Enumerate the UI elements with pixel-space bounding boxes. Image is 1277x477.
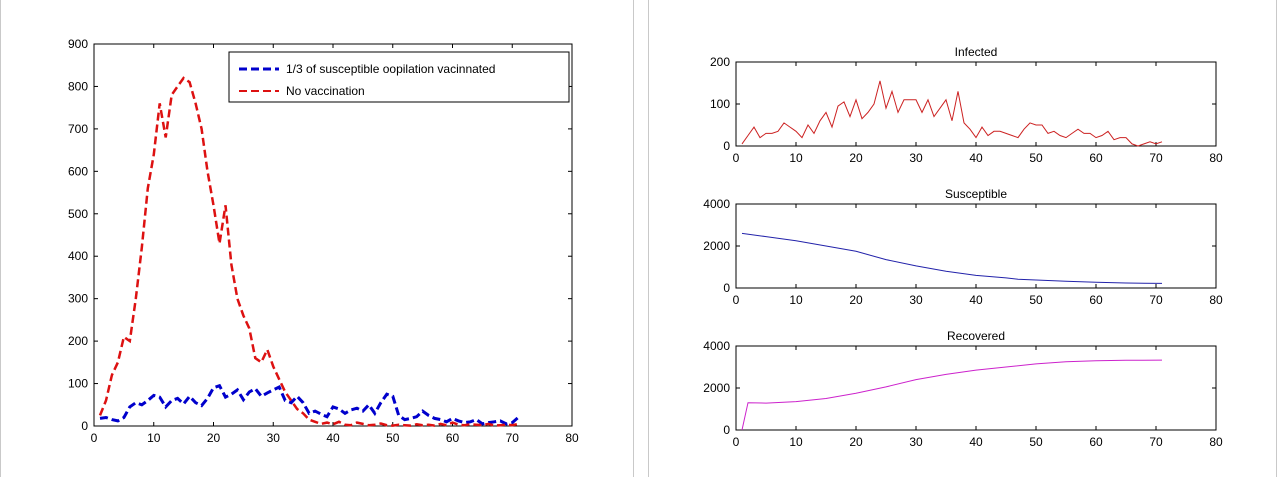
plot-frame	[735, 203, 1217, 289]
y-tick-label: 100	[68, 377, 88, 391]
right-chart-panel: 0 10 20 30 40 50 60 70 80 0 100 200 Infected 0 10 20 30 4…	[648, 0, 1277, 477]
y-tick-label: 300	[68, 292, 88, 306]
x-tick-label: 70	[506, 431, 520, 445]
panel-gap	[634, 0, 648, 477]
x-tick-label: 0	[733, 435, 740, 449]
plot-1: 0 10 20 30 40 50 60 70 80 0 100 200 Infected	[710, 45, 1223, 165]
x-tick-label: 0	[733, 151, 740, 165]
x-tick-label: 20	[207, 431, 221, 445]
legend-label: 1/3 of susceptible oopilation vacinnated	[286, 62, 495, 76]
plot-2: 0 10 20 30 40 50 60 70 80 0 2000 4000 Susceptible	[703, 187, 1223, 307]
x-tick-label: 20	[849, 151, 863, 165]
x-tick-label: 30	[909, 435, 923, 449]
plot-title: Infected	[955, 45, 998, 59]
y-tick-label: 500	[68, 207, 88, 221]
left-chart-panel: 0 10 20 30 40 50 60 70 80 0 100 200 300 400 500 600 700 8…	[0, 0, 634, 477]
x-tick-label: 40	[969, 435, 983, 449]
x-tick-label: 80	[1209, 151, 1223, 165]
y-tick-label: 900	[68, 37, 88, 51]
x-tick-label: 40	[969, 151, 983, 165]
plot-3: 0 10 20 30 40 50 60 70 80 0 2000 4000 Recovered	[703, 329, 1223, 449]
y-tick-label: 0	[81, 419, 88, 433]
x-tick-label: 40	[326, 431, 340, 445]
y-tick-label: 700	[68, 122, 88, 136]
x-tick-label: 10	[147, 431, 161, 445]
y-tick-label: 0	[723, 281, 730, 295]
legend: 1/3 of susceptible oopilation vacinnated…	[228, 51, 570, 103]
x-tick-label: 50	[1029, 293, 1043, 307]
vaccination-comparison-chart: 0 10 20 30 40 50 60 70 8001002003004005006007008…	[68, 37, 579, 445]
plot-0: 0 10 20 30 40 50 60 70 8001002003004005006007008…	[68, 37, 579, 445]
series-line-0	[741, 232, 1163, 284]
series-line-0	[741, 80, 1163, 147]
x-tick-label: 60	[446, 431, 460, 445]
y-tick-label: 4000	[703, 197, 730, 211]
x-tick-label: 80	[1209, 435, 1223, 449]
plot-frame	[93, 43, 573, 427]
y-tick-label: 100	[710, 97, 730, 111]
y-tick-label: 400	[68, 249, 88, 263]
y-tick-label: 0	[723, 423, 730, 437]
x-tick-label: 70	[1149, 151, 1163, 165]
plot-frame	[735, 345, 1217, 431]
x-tick-label: 0	[733, 293, 740, 307]
x-tick-label: 20	[849, 293, 863, 307]
y-tick-label: 4000	[703, 339, 730, 353]
x-tick-label: 40	[969, 293, 983, 307]
plot-title: Recovered	[947, 329, 1005, 343]
y-tick-label: 2000	[703, 381, 730, 395]
plot-title: Susceptible	[945, 187, 1007, 201]
x-tick-label: 60	[1089, 293, 1103, 307]
x-tick-label: 30	[267, 431, 281, 445]
y-tick-label: 200	[710, 55, 730, 69]
x-tick-label: 30	[909, 293, 923, 307]
series-line-0	[741, 359, 1163, 431]
x-tick-label: 60	[1089, 435, 1103, 449]
x-tick-label: 70	[1149, 435, 1163, 449]
x-tick-label: 80	[565, 431, 579, 445]
x-tick-label: 50	[1029, 151, 1043, 165]
x-tick-label: 10	[789, 293, 803, 307]
legend-box	[228, 51, 570, 103]
x-tick-label: 10	[789, 151, 803, 165]
x-tick-label: 0	[91, 431, 98, 445]
y-tick-label: 2000	[703, 239, 730, 253]
legend-label: No vaccination	[286, 84, 365, 98]
series-line-1-3-of-susceptible-oopilation-vacinnated	[99, 383, 520, 426]
x-tick-label: 50	[1029, 435, 1043, 449]
x-tick-label: 80	[1209, 293, 1223, 307]
y-tick-label: 200	[68, 334, 88, 348]
x-tick-label: 20	[849, 435, 863, 449]
x-tick-label: 60	[1089, 151, 1103, 165]
x-tick-label: 70	[1149, 293, 1163, 307]
x-tick-label: 50	[386, 431, 400, 445]
plot-frame	[735, 61, 1217, 147]
y-tick-label: 0	[723, 139, 730, 153]
y-tick-label: 800	[68, 79, 88, 93]
x-tick-label: 10	[789, 435, 803, 449]
y-tick-label: 600	[68, 164, 88, 178]
x-tick-label: 30	[909, 151, 923, 165]
